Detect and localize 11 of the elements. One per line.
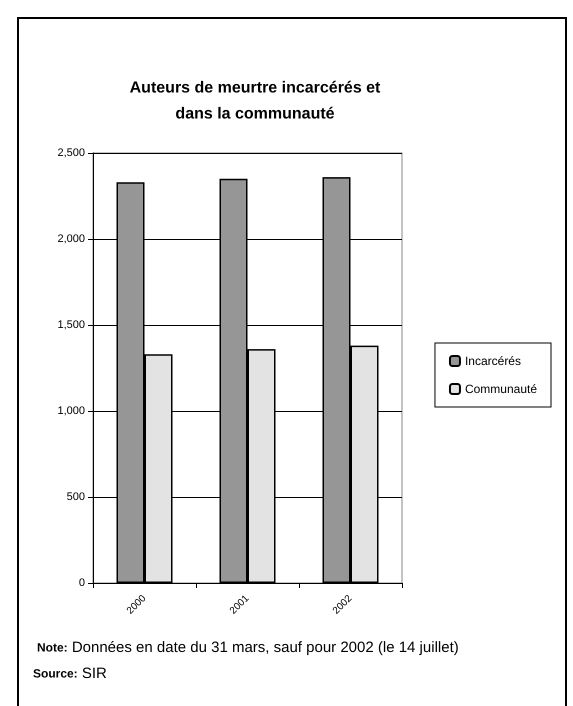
chart-title: Auteurs de meurtre incarcérés et dans la communauté [130, 80, 382, 122]
legend-label: Incarcérés [464, 354, 521, 368]
y-tick-label: 500 [66, 491, 85, 503]
y-tick-label: 0 [78, 577, 85, 589]
y-tick-label: 1,000 [57, 405, 85, 417]
y-tick-label: 1,500 [57, 319, 85, 331]
y-tick-label: 2,500 [57, 147, 85, 159]
y-tick-label: 2,000 [57, 233, 85, 245]
text: Note: Données en date du 31 mars, sauf pour 2002 (le 14 juillet) [37, 639, 459, 656]
source-note: Source: SIR [33, 665, 108, 682]
legend-label: Communauté [464, 382, 538, 396]
